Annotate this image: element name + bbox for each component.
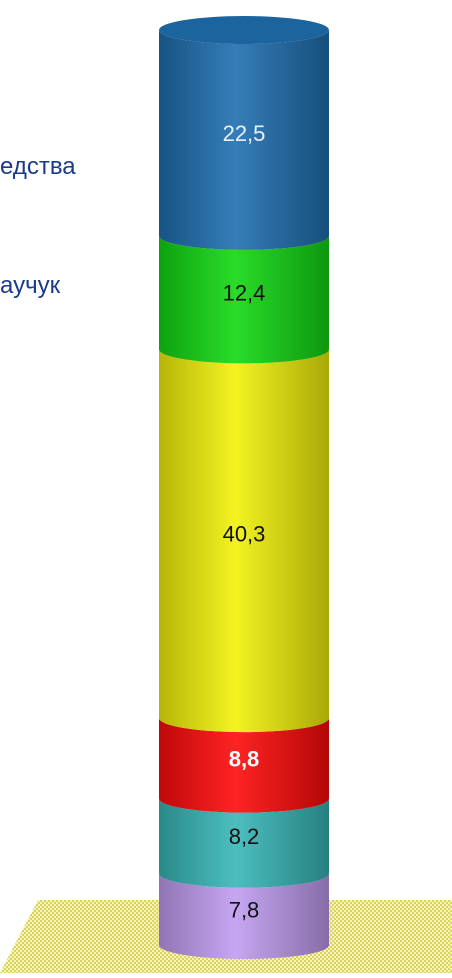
data-label-7-8: 7,8 <box>229 897 260 922</box>
segment-12-4 <box>159 235 329 364</box>
data-label-8-2: 8,2 <box>229 824 260 849</box>
data-label-8-8: 8,8 <box>229 746 260 771</box>
segment-40-3 <box>159 349 329 733</box>
segment-8-8 <box>159 718 329 813</box>
segment-8-2 <box>159 798 329 888</box>
legend-label-2: аучук <box>0 272 61 299</box>
cylinder-top-cap <box>159 16 329 44</box>
data-label-22-5: 22,5 <box>223 121 266 146</box>
data-label-12-4: 12,4 <box>223 281 266 306</box>
segment-22-5 <box>159 30 329 250</box>
legend-label-1: едства <box>0 153 76 180</box>
data-label-40-3: 40,3 <box>223 522 266 547</box>
segment-7-8 <box>159 873 329 959</box>
